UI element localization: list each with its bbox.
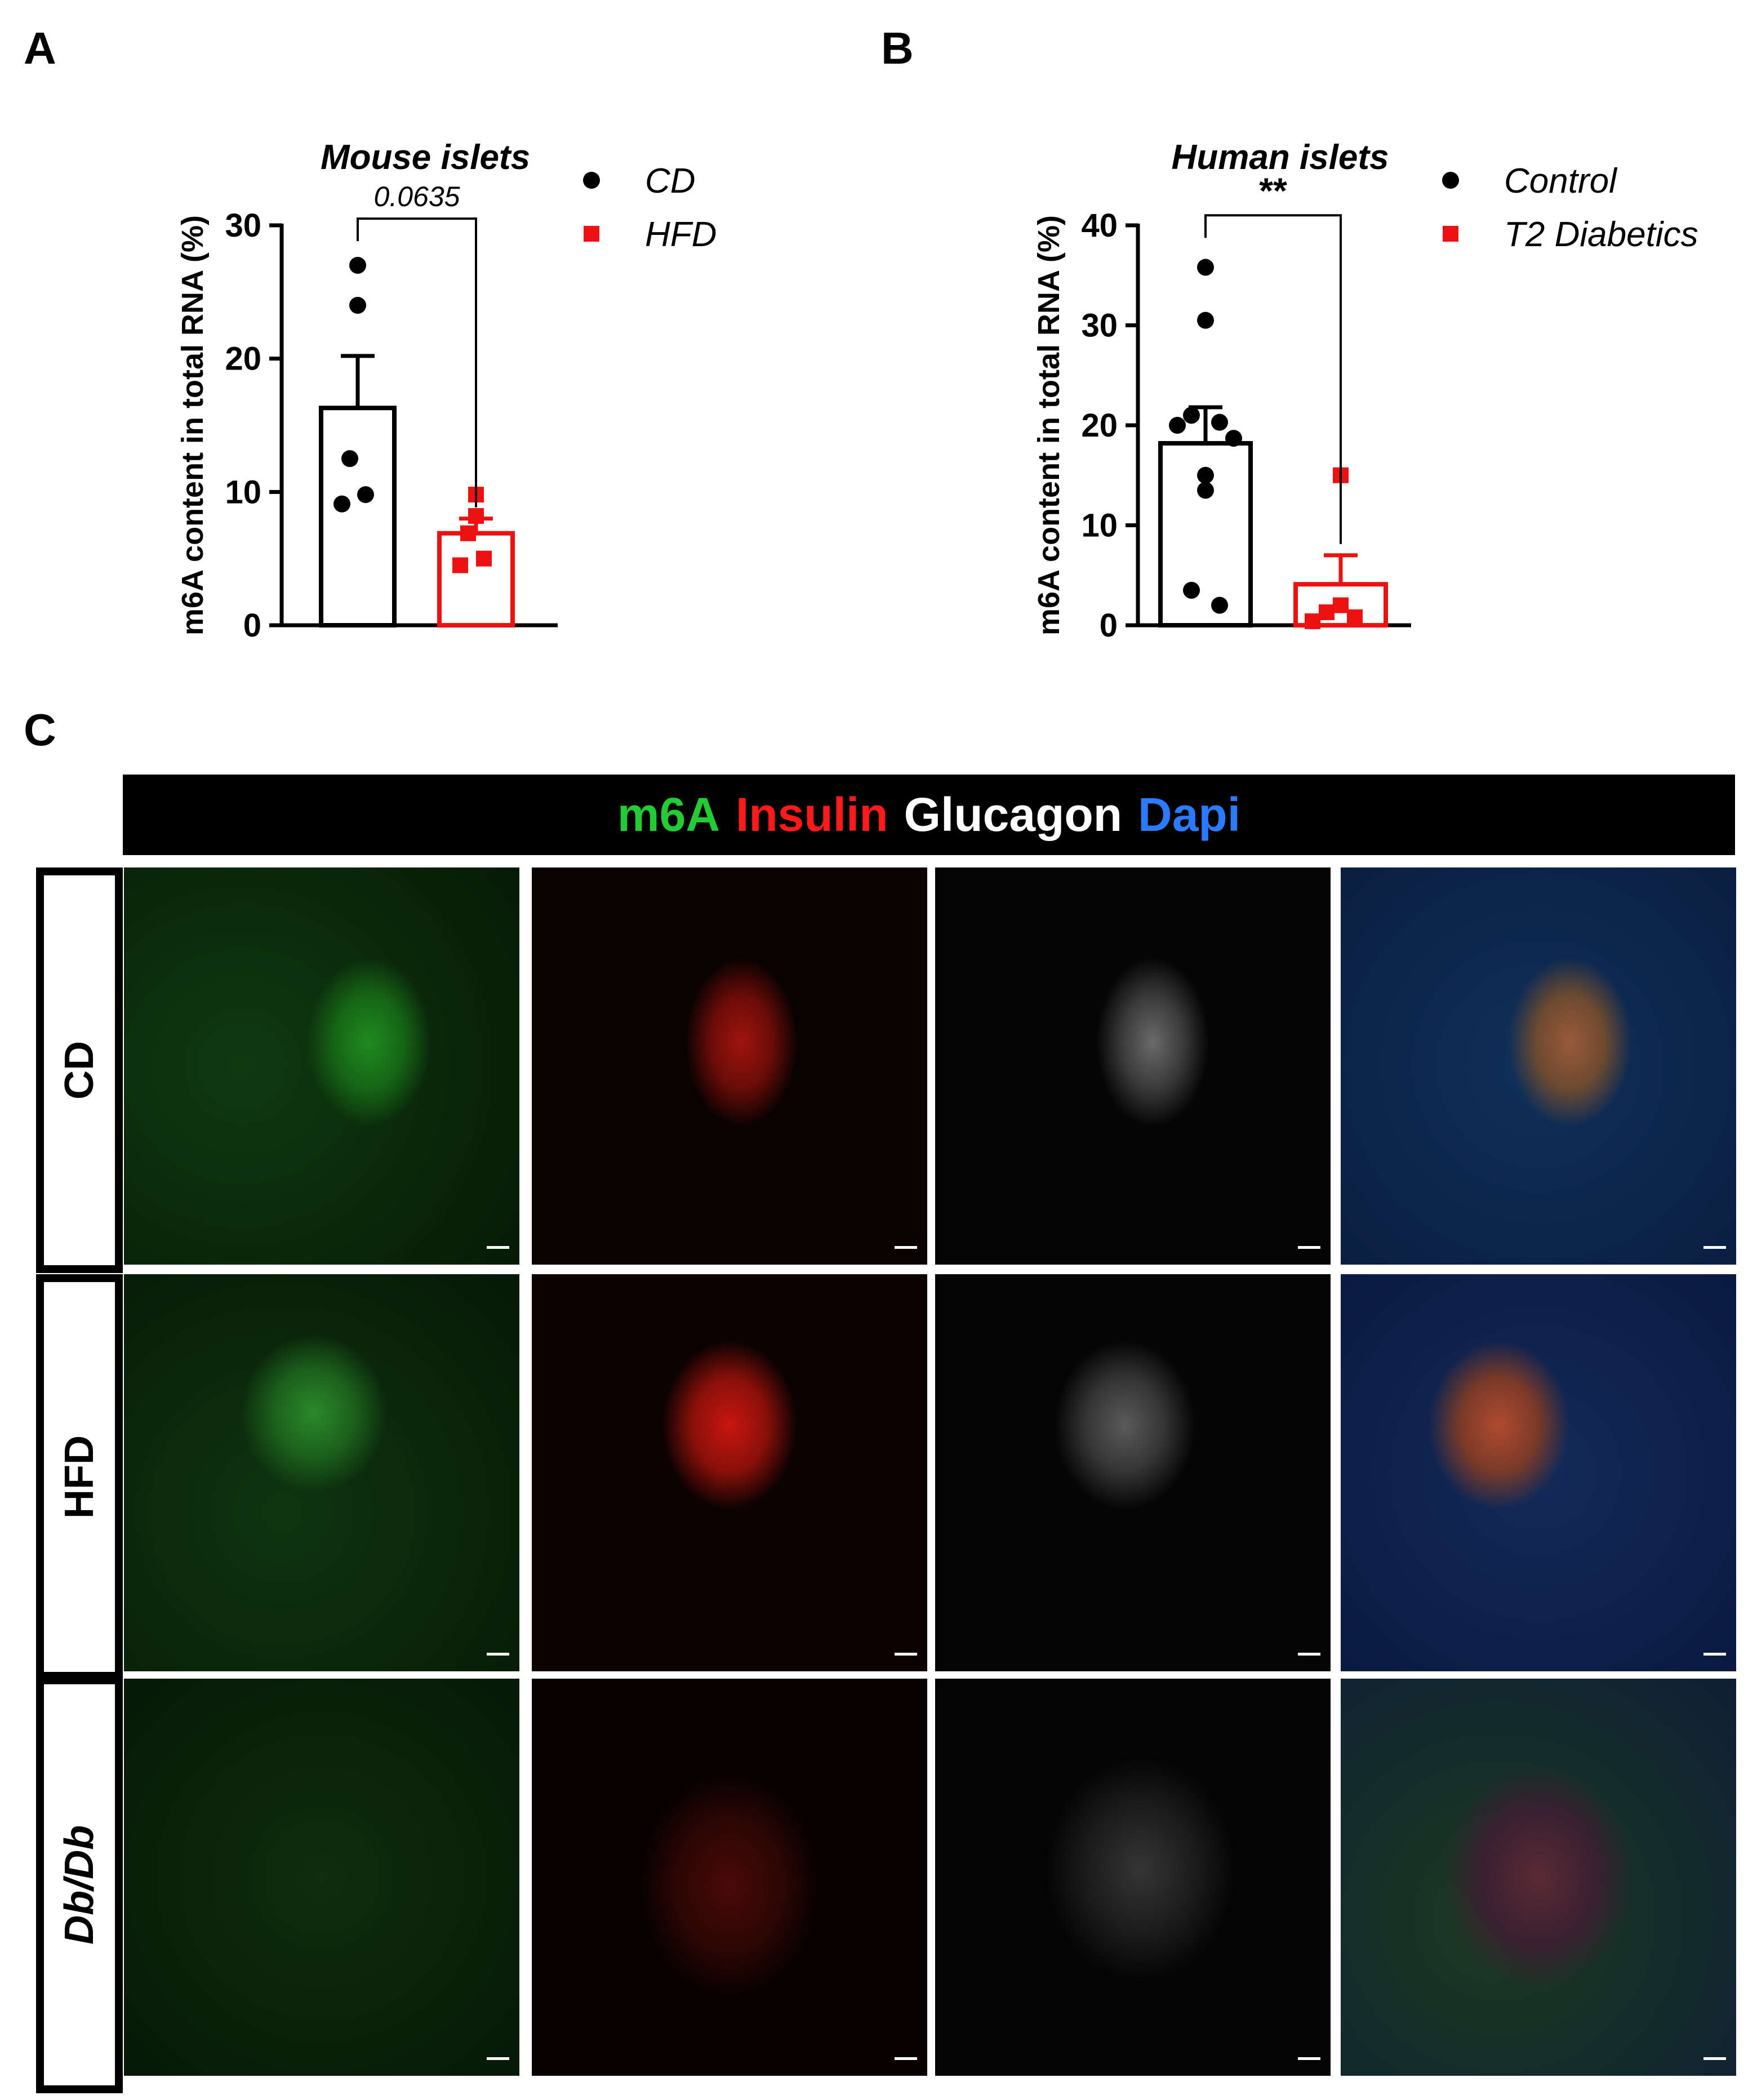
chart-a-data-point xyxy=(341,450,358,468)
scale-bar xyxy=(1298,1246,1320,1249)
chart-b-data-point xyxy=(1169,417,1186,434)
chart-a-data-point xyxy=(357,486,374,504)
chart-a-legend-marker xyxy=(584,226,599,242)
row-label-hfd-text: HFD xyxy=(57,1435,103,1519)
chart-b-data-point xyxy=(1211,597,1228,614)
chart-a-bar-hfd xyxy=(437,531,515,628)
scale-bar xyxy=(1703,1246,1726,1249)
human-islets-chart: Human islets m6A content in total RNA (%)… xyxy=(1032,138,1698,644)
chart-b-data-point xyxy=(1333,597,1349,613)
scale-bar xyxy=(487,1653,509,1656)
chart-b-y-tick-label: 10 xyxy=(1081,508,1118,544)
micrograph-cd-insulin xyxy=(532,867,927,1265)
micrograph-hfd-m6a xyxy=(124,1274,519,1671)
row-label-cd: CD xyxy=(36,867,123,1273)
chart-b-y-axis-label: m6A content in total RNA (%) xyxy=(1032,215,1066,635)
chart-a-data-point xyxy=(460,525,476,541)
chart-b-legend-marker xyxy=(1442,172,1459,189)
chart-a-legend-label: CD xyxy=(645,162,696,201)
chart-a-legend-marker xyxy=(583,172,600,189)
row-label-dbdb: Db/Db xyxy=(36,1676,123,2093)
scale-bar xyxy=(895,1246,917,1249)
chart-b-significance-bracket xyxy=(1204,214,1342,544)
chart-b-data-point xyxy=(1197,482,1214,499)
chart-a-bar-cd xyxy=(319,406,397,628)
scale-bar xyxy=(1703,2057,1726,2060)
stain-label-glucagon: Glucagon xyxy=(904,788,1123,841)
chart-a-significance-bracket xyxy=(357,217,477,508)
micrograph-cd-glucagon xyxy=(935,867,1331,1265)
chart-a-y-tick-label: 20 xyxy=(225,341,261,377)
chart-b-data-point xyxy=(1319,604,1335,620)
stain-label-insulin: Insulin xyxy=(736,788,888,841)
stain-label-dapi: Dapi xyxy=(1138,788,1241,841)
row-label-hfd: HFD xyxy=(36,1274,123,1680)
chart-b-data-point xyxy=(1211,413,1228,431)
stain-label-m6a: m6A xyxy=(617,788,720,841)
chart-b-title: Human islets xyxy=(1172,138,1389,177)
row-label-dbdb-text: Db/Db xyxy=(57,1825,102,1945)
micrograph-dbdb-glucagon xyxy=(935,1679,1331,2076)
chart-b-legend-marker xyxy=(1443,226,1458,242)
scale-bar xyxy=(1703,1653,1726,1656)
row-label-cd-text: CD xyxy=(57,1041,102,1100)
chart-b-data-point xyxy=(1225,430,1242,447)
chart-b-legend-label: Control xyxy=(1504,162,1618,201)
scale-bar xyxy=(1298,1653,1320,1656)
chart-b-data-point xyxy=(1197,259,1214,276)
scale-bar xyxy=(1298,2057,1320,2060)
micrograph-dbdb-m6a xyxy=(124,1679,519,2076)
chart-a-y-tick-label: 0 xyxy=(243,607,261,644)
chart-b-data-point xyxy=(1183,407,1200,424)
chart-b-y-tick-label: 40 xyxy=(1081,207,1118,244)
mouse-islets-chart: Mouse islets m6A content in total RNA (%)… xyxy=(176,138,717,644)
micrograph-hfd-glucagon xyxy=(935,1274,1331,1671)
scale-bar xyxy=(487,1246,509,1249)
chart-a-legend-label: HFD xyxy=(645,215,717,254)
chart-a-data-point xyxy=(349,297,366,314)
micrograph-cd-m6a xyxy=(124,867,519,1265)
scale-bar xyxy=(895,1653,917,1656)
chart-b-y-tick-label: 0 xyxy=(1100,607,1118,644)
chart-a-title: Mouse islets xyxy=(321,138,530,177)
chart-a-data-point xyxy=(452,557,468,573)
chart-a-y-tick-label: 30 xyxy=(225,207,261,244)
scale-bar xyxy=(487,2057,509,2060)
chart-a-data-point xyxy=(476,550,492,567)
micrograph-cd-merge xyxy=(1341,867,1736,1265)
micrograph-hfd-insulin xyxy=(532,1274,927,1671)
chart-a-significance-label: 0.0635 xyxy=(374,181,460,212)
chart-a-data-point xyxy=(333,495,350,513)
chart-b-data-point xyxy=(1347,609,1363,625)
chart-b-significance-label: ** xyxy=(1259,170,1287,211)
scale-bar xyxy=(895,2057,917,2060)
chart-b-legend-label: T2 Diabetics xyxy=(1504,215,1698,254)
micrograph-dbdb-merge xyxy=(1341,1679,1736,2076)
micrograph-hfd-merge xyxy=(1341,1274,1736,1671)
chart-a-y-tick-label: 10 xyxy=(225,474,261,510)
stain-legend-banner: m6A Insulin Glucagon Dapi xyxy=(123,775,1735,855)
chart-b-y-tick-label: 30 xyxy=(1081,308,1118,344)
micrograph-dbdb-insulin xyxy=(532,1679,927,2076)
chart-b-data-point xyxy=(1183,581,1200,599)
chart-b-data-point xyxy=(1197,466,1214,484)
panel-label-b: B xyxy=(881,23,914,73)
chart-a-data-point xyxy=(349,257,366,274)
panel-label-c: C xyxy=(24,705,56,755)
chart-b-y-tick-label: 20 xyxy=(1081,407,1118,444)
chart-a-y-axis-label: m6A content in total RNA (%) xyxy=(176,215,210,635)
chart-b-data-point xyxy=(1197,312,1214,329)
chart-b-data-point xyxy=(1305,613,1320,629)
chart-a-data-point xyxy=(468,508,484,524)
panel-label-a: A xyxy=(24,23,56,73)
